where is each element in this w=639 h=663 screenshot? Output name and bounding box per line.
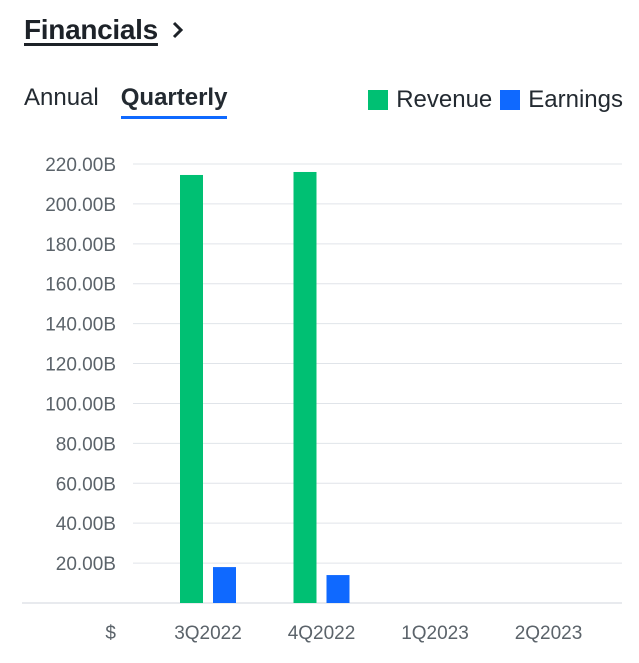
bar-revenue[interactable] xyxy=(180,174,203,603)
chart-legend: Revenue Earnings xyxy=(368,86,623,114)
x-tick-label: 1Q2023 xyxy=(401,623,469,644)
y-unit-label: $ xyxy=(105,623,116,644)
legend-label-earnings: Earnings xyxy=(528,86,623,113)
y-tick-label: 20.00B xyxy=(56,554,116,575)
bar-earnings[interactable] xyxy=(213,567,236,603)
financials-header[interactable]: Financials xyxy=(24,14,186,46)
y-tick-label: 80.00B xyxy=(56,434,116,455)
tab-annual[interactable]: Annual xyxy=(24,84,99,111)
y-tick-label: 120.00B xyxy=(45,355,116,376)
y-tick-label: 220.00B xyxy=(45,155,116,176)
bar-revenue[interactable] xyxy=(293,171,317,603)
y-tick-label: 100.00B xyxy=(45,394,116,415)
bar-earnings[interactable] xyxy=(326,575,350,603)
y-tick-label: 60.00B xyxy=(56,474,116,495)
y-tick-label: 140.00B xyxy=(45,315,116,336)
x-tick-label: 4Q2022 xyxy=(288,623,356,644)
legend-swatch-earnings xyxy=(500,90,521,110)
legend-item-revenue: Revenue xyxy=(368,86,492,114)
y-tick-label: 200.00B xyxy=(45,195,116,216)
legend-label-revenue: Revenue xyxy=(396,86,493,113)
y-tick-label: 40.00B xyxy=(56,514,116,535)
x-tick-label: 3Q2022 xyxy=(174,623,242,644)
tab-quarterly[interactable]: Quarterly xyxy=(120,84,228,119)
period-tabs: Annual Quarterly xyxy=(24,84,228,119)
x-tick-label: 2Q2023 xyxy=(515,623,583,644)
legend-item-earnings: Earnings xyxy=(500,86,623,114)
financials-title[interactable]: Financials xyxy=(24,14,158,45)
y-tick-label: 160.00B xyxy=(45,275,116,296)
y-tick-label: 180.00B xyxy=(45,235,116,256)
legend-swatch-revenue xyxy=(368,90,389,110)
chevron-right-icon[interactable] xyxy=(170,20,186,40)
